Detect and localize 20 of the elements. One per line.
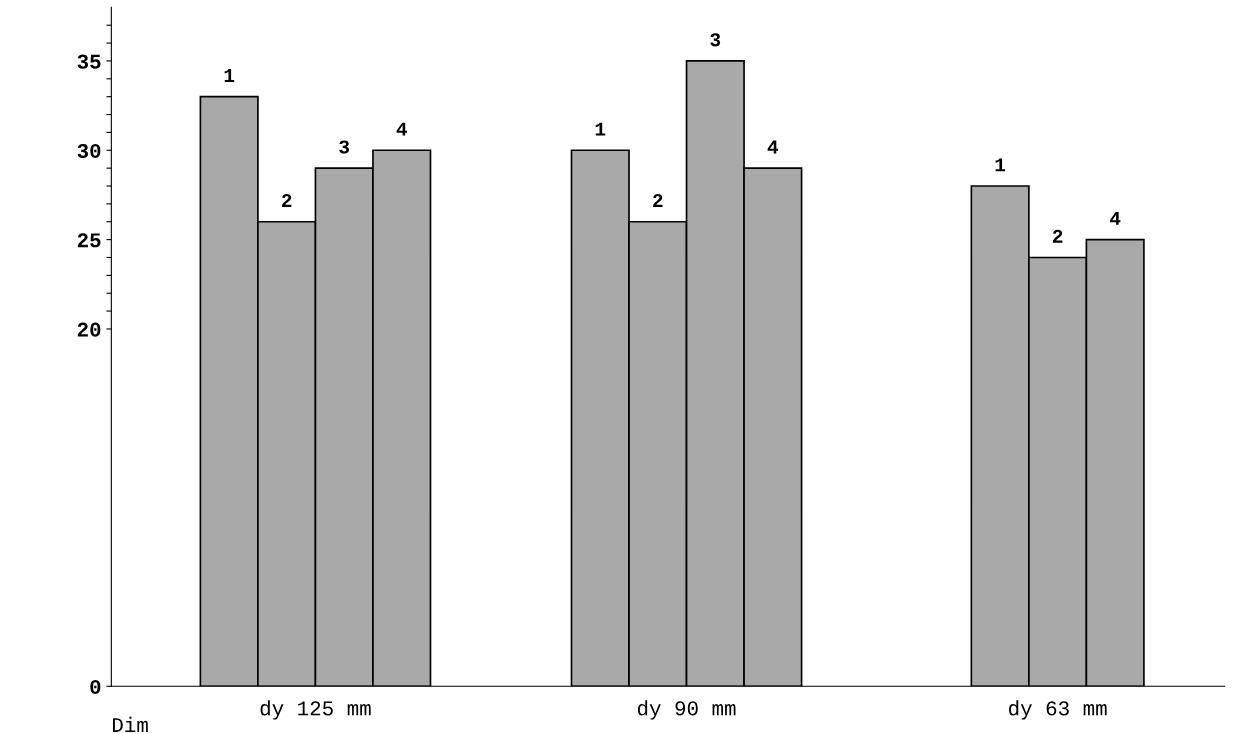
text: 4 bbox=[396, 122, 407, 136]
x-tick-label: dy 125 mm bbox=[260, 700, 371, 720]
y-tick-label: 35 bbox=[77, 54, 101, 69]
text: 3 bbox=[710, 33, 721, 47]
x-axis-title: Dim bbox=[112, 716, 148, 732]
x-tick-label: dy 90 mm bbox=[637, 700, 736, 720]
series-label: 1 bbox=[995, 158, 1006, 172]
y-tick-label: 25 bbox=[77, 233, 101, 248]
series-label: 3 bbox=[339, 140, 350, 154]
text: 1 bbox=[595, 122, 606, 136]
text: 1 bbox=[224, 69, 235, 82]
y-tick-label: 20 bbox=[77, 322, 101, 337]
text: 2 bbox=[1052, 229, 1063, 243]
series-label: 2 bbox=[282, 193, 292, 207]
x-tick-label: dy 63 mm bbox=[1009, 700, 1107, 720]
text: 2 bbox=[653, 193, 663, 207]
series-label: 4 bbox=[767, 140, 779, 154]
text: 4 bbox=[1110, 212, 1121, 225]
y-tick-label: 0 bbox=[90, 679, 101, 695]
y-tick-label: 30 bbox=[77, 143, 101, 159]
